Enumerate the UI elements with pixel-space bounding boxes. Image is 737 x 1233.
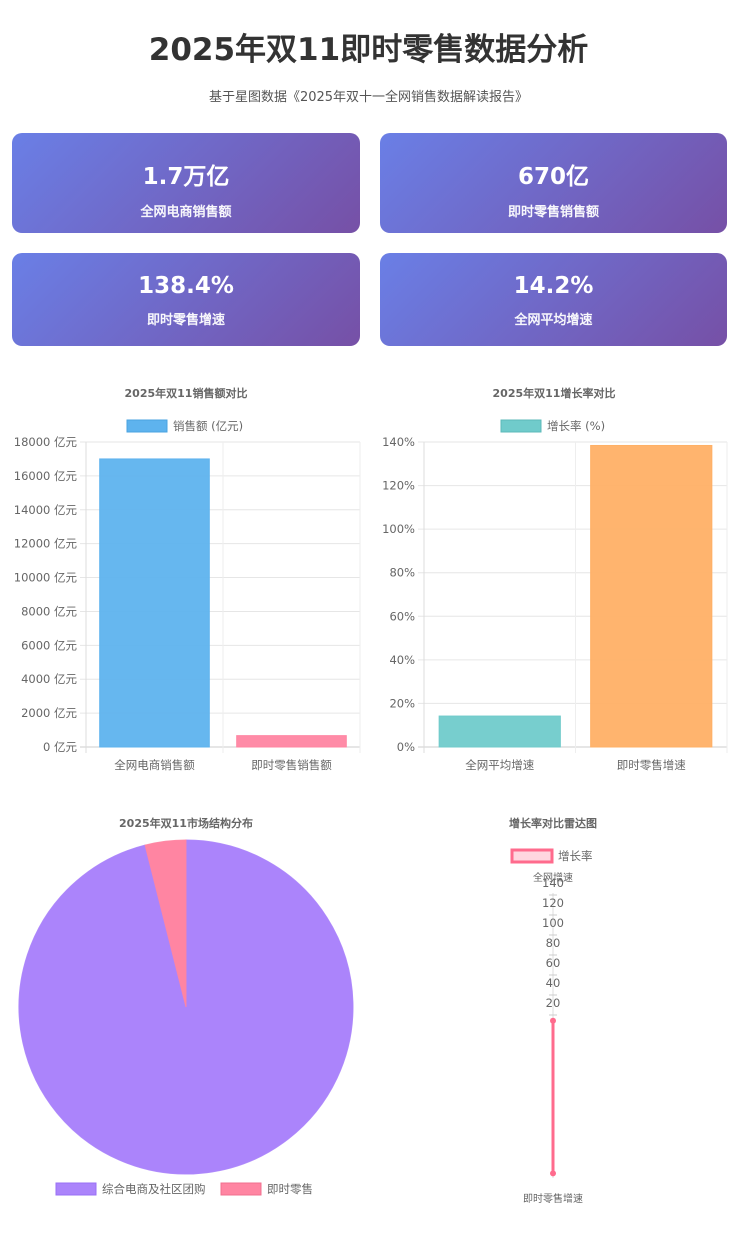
radar-tick-label: 140 [542,876,564,890]
y-tick-label: 16000 亿元 [14,469,78,483]
stat-value: 670亿 [517,164,589,190]
axis-label-top: 全网增速 [533,871,573,884]
x-tick-labels: 全网平均增速 即时零售增速 [465,758,686,772]
radar-point [550,1170,556,1177]
stat-card-instant-sales: 670亿 即时零售销售额 [380,133,727,233]
x-tick-label: 全网电商销售额 [114,758,195,772]
x-tick-label: 全网平均增速 [465,758,534,772]
chart-title: 2025年双11市场结构分布 [119,816,253,830]
stat-label: 即时零售增速 [146,313,225,328]
x-tick-label: 即时零售增速 [617,758,686,772]
radar-tick-label: 40 [546,976,561,990]
page-title: 2025年双11即时零售数据分析 [148,32,589,68]
y-tick-label: 60% [389,609,415,623]
legend-label: 增长率 (%) [547,419,605,433]
bar [438,715,561,748]
radar-tick-label: 100 [542,916,564,930]
stat-label: 全网平均增速 [514,313,593,328]
y-tick-label: 10000 亿元 [14,571,78,585]
y-tick-label: 0% [397,740,415,754]
bar [99,458,210,748]
y-tick-label: 120% [382,479,415,493]
legend-label: 增长率 [558,849,593,863]
growth-bar-chart: 2025年双11增长率对比 增长率 (%) 0% 20% 40% 60% 80% 100%… [382,386,728,772]
chart-title: 增长率对比雷达图 [509,816,597,830]
y-tick-label: 140% [382,435,415,449]
stat-value: 1.7万亿 [142,164,230,190]
y-tick-label: 2000 亿元 [21,706,77,720]
radar-tick-label: 80 [546,936,561,950]
stat-card-instant-growth: 138.4% 即时零售增速 [12,253,360,346]
y-tick-label: 40% [389,653,415,667]
y-tick-label: 6000 亿元 [21,638,77,652]
legend-swatch [55,1182,97,1196]
bar [236,735,347,748]
bars [99,458,347,748]
axis-label-bottom: 即时零售增速 [523,1192,583,1205]
legend-swatch [126,419,168,433]
radar-tick-labels: 20 40 60 80 100 120 140 [542,876,564,1016]
x-tick-label: 即时零售销售额 [251,758,332,772]
y-tick-label: 14000 亿元 [14,503,78,517]
bar [590,444,713,748]
stat-label: 即时零售销售额 [507,205,599,220]
legend-label: 销售额 (亿元) [173,419,243,433]
radar-tick-label: 120 [542,896,564,910]
radar-point [550,1017,556,1024]
y-tick-label: 18000 亿元 [14,435,78,449]
legend-swatch [500,419,542,433]
stat-value: 14.2% [513,273,594,299]
y-tick-label: 20% [389,696,415,710]
radar-tick-label: 20 [546,996,561,1010]
radar-tick-label: 60 [546,956,561,970]
stat-value: 138.4% [138,273,234,299]
chart-title: 2025年双11增长率对比 [493,386,616,400]
sales-bar-chart: 2025年双11销售额对比 销售额 (亿元) 0 亿元 2000 亿元 4000 亿… [14,386,361,772]
stat-card-total-sales: 1.7万亿 全网电商销售额 [12,133,360,233]
market-pie-chart: 2025年双11市场结构分布 综合电商及社区团购 即时零售 [18,816,354,1196]
y-tick-label: 8000 亿元 [21,604,77,618]
page-subtitle: 基于星图数据《2025年双十一全网销售数据解读报告》 [208,90,529,105]
chart-title: 2025年双11销售额对比 [125,386,248,400]
stat-label: 全网电商销售额 [140,205,232,220]
legend-swatch [220,1182,262,1196]
stat-card-avg-growth: 14.2% 全网平均增速 [380,253,727,346]
pie-slice [144,839,187,1008]
y-tick-label: 4000 亿元 [21,672,77,686]
legend-label: 综合电商及社区团购 [102,1182,206,1196]
x-tick-labels: 全网电商销售额 即时零售销售额 [114,758,332,772]
legend-label: 即时零售 [267,1182,313,1196]
pie-slices [18,839,354,1175]
y-tick-label: 12000 亿元 [14,537,78,551]
growth-radar-chart: 增长率对比雷达图 增长率 全网增速 即时零售增速 20 40 60 80 100 120 1… [509,816,597,1205]
radar-series [550,1017,556,1177]
y-tick-labels: 0 亿元 2000 亿元 4000 亿元 6000 亿元 8000 亿元 10000 亿元… [14,435,78,754]
y-tick-label: 100% [382,522,415,536]
bars [438,444,713,748]
y-tick-label: 0 亿元 [43,740,77,754]
y-tick-labels: 0% 20% 40% 60% 80% 100% 120% 140% [382,435,415,754]
legend-swatch [510,848,554,864]
y-tick-label: 80% [389,566,415,580]
